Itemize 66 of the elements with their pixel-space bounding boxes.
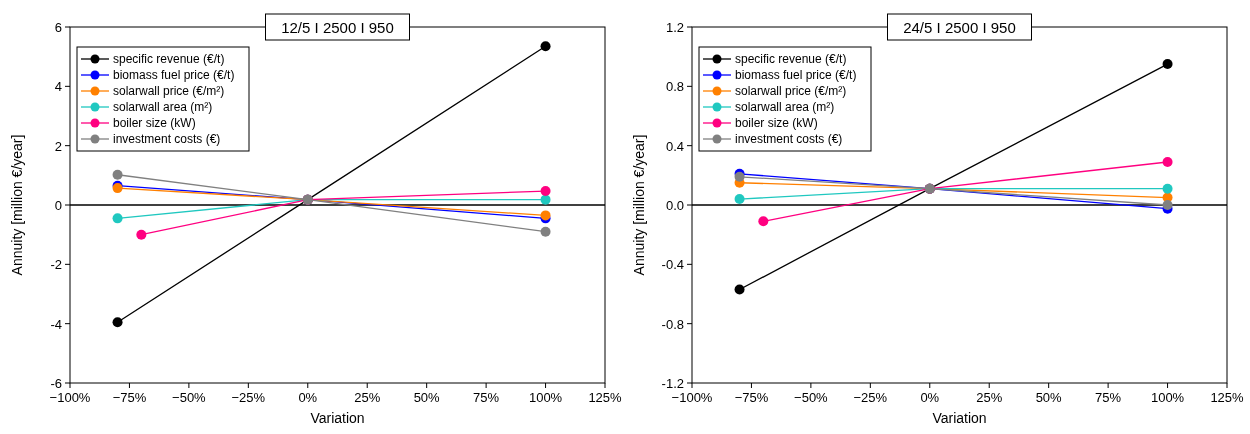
- x-tick-label: −75%: [112, 390, 147, 405]
- legend-label: specific revenue (€/t): [113, 52, 225, 66]
- x-tick-label: −25%: [231, 390, 266, 405]
- legend-label: solarwall price (€/m²): [735, 84, 847, 98]
- x-axis-title: Variation: [310, 410, 365, 426]
- y-tick-label: -1.2: [661, 376, 684, 391]
- point: [540, 186, 551, 197]
- point: [1162, 200, 1173, 210]
- legend-label: boiler size (kW): [113, 116, 196, 130]
- point: [1162, 183, 1173, 194]
- legend-label: solarwall area (m²): [735, 100, 835, 114]
- legend-label: investment costs (€): [113, 132, 221, 146]
- legend-label: specific revenue (€/t): [735, 52, 847, 66]
- legend-label: biomass fuel price (€/t): [113, 68, 235, 82]
- x-tick-label: 25%: [354, 390, 381, 405]
- point: [734, 284, 745, 295]
- x-tick-label: 125%: [1210, 390, 1245, 405]
- x-tick-label: 0%: [298, 390, 318, 405]
- point: [1162, 156, 1173, 167]
- point: [112, 213, 123, 224]
- legend-label: investment costs (€): [735, 132, 843, 146]
- x-tick-label: −50%: [794, 390, 829, 405]
- x-tick-label: 50%: [1035, 390, 1063, 405]
- y-tick-label: -0.4: [661, 257, 684, 273]
- x-tick-label: −100%: [671, 390, 713, 405]
- y-tick-label: -2: [50, 257, 62, 273]
- x-tick-label: −25%: [853, 390, 888, 405]
- x-tick-label: 75%: [473, 390, 500, 405]
- point: [112, 169, 123, 180]
- x-tick-label: 25%: [976, 390, 1003, 405]
- x-tick-label: 100%: [1150, 390, 1185, 405]
- point: [1162, 59, 1173, 70]
- x-tick-label: −75%: [734, 390, 769, 405]
- y-tick-label: 1.2: [665, 20, 684, 35]
- y-tick-label: -4: [50, 316, 62, 332]
- point: [112, 317, 123, 328]
- x-axis-title: Variation: [932, 410, 987, 426]
- y-axis-title: Annuity [million €/year]: [9, 134, 25, 276]
- y-axis-title: Annuity [million €/year]: [631, 134, 647, 276]
- y-tick-label: -0.8: [661, 316, 684, 332]
- y-tick-label: 6: [54, 20, 62, 35]
- legend-label: solarwall area (m²): [113, 100, 213, 114]
- chart-title: 12/5 I 2500 I 950: [281, 19, 394, 36]
- y-tick-label: 0.4: [665, 138, 684, 154]
- y-tick-label: 0.8: [665, 79, 684, 95]
- point: [136, 229, 147, 240]
- y-tick-label: 2: [54, 138, 62, 154]
- point: [758, 216, 769, 227]
- x-tick-label: 100%: [528, 390, 563, 405]
- chart-title: 24/5 I 2500 I 950: [903, 19, 1016, 36]
- point: [540, 226, 551, 237]
- x-tick-label: 125%: [588, 390, 623, 405]
- y-tick-label: 0: [54, 198, 62, 213]
- legend-label: solarwall price (€/m²): [113, 84, 225, 98]
- point: [540, 41, 551, 52]
- x-tick-label: −50%: [172, 390, 207, 405]
- legend-label: biomass fuel price (€/t): [735, 68, 857, 82]
- y-tick-label: 4: [54, 79, 62, 95]
- point: [734, 194, 745, 205]
- y-tick-label: 0.0: [665, 198, 684, 213]
- x-tick-label: 0%: [920, 390, 940, 405]
- legend-label: boiler size (kW): [735, 116, 818, 130]
- x-tick-label: 75%: [1095, 390, 1122, 405]
- x-tick-label: −100%: [49, 390, 91, 405]
- y-tick-label: -6: [50, 376, 62, 391]
- x-tick-label: 50%: [413, 390, 441, 405]
